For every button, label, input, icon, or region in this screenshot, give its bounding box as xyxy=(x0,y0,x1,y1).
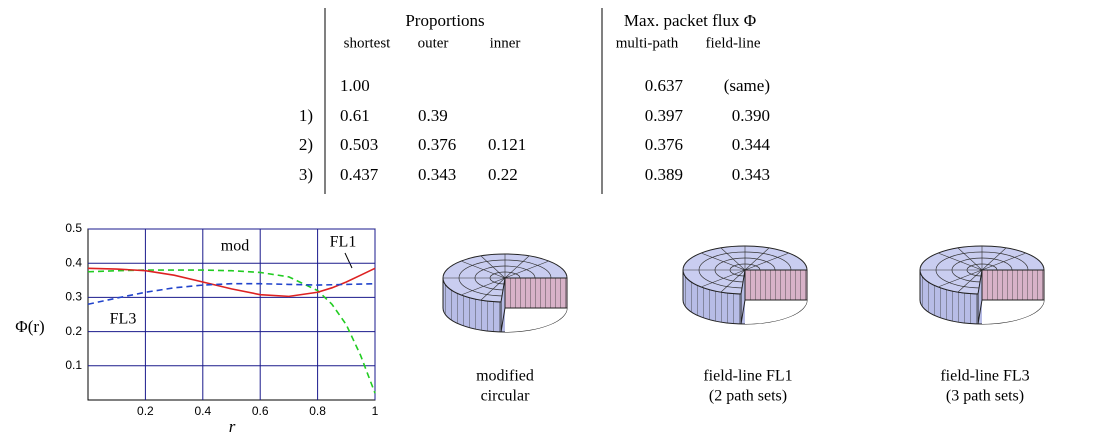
disc-fl3 xyxy=(920,246,1044,324)
x-tick-label: 0.8 xyxy=(309,404,326,418)
column-header: shortest xyxy=(344,35,391,51)
row-label: 2) xyxy=(299,135,313,154)
page: Proportions Max. packet flux Φ r Φ(r) sh… xyxy=(0,0,1098,435)
series-line xyxy=(88,284,375,305)
cell: 0.343 xyxy=(418,165,456,184)
row-label: 1) xyxy=(299,106,313,125)
cell: 0.637 xyxy=(645,76,684,95)
x-tick-label: 0.2 xyxy=(137,404,154,418)
row-label: 3) xyxy=(299,165,313,184)
series-line xyxy=(88,268,375,296)
column-header: inner xyxy=(490,35,521,51)
cell: 0.22 xyxy=(488,165,518,184)
y-tick-label: 0.4 xyxy=(65,255,82,269)
x-tick-label: 1 xyxy=(372,404,379,418)
figure-caption: modified xyxy=(476,368,534,385)
group-header: Max. packet flux Φ xyxy=(624,11,756,30)
cell: 0.344 xyxy=(732,135,771,154)
cell: 0.121 xyxy=(488,135,526,154)
y-axis-label: Φ(r) xyxy=(15,317,44,336)
y-tick-label: 0.3 xyxy=(65,290,82,304)
figure-caption: field-line FL1 xyxy=(703,368,792,385)
column-header: outer xyxy=(418,35,449,51)
cell: 0.389 xyxy=(645,165,683,184)
cell: 0.39 xyxy=(418,106,448,125)
cell: 0.61 xyxy=(340,106,370,125)
x-tick-label: 0.6 xyxy=(252,404,269,418)
x-axis-label: r xyxy=(229,417,236,435)
series-label: mod xyxy=(221,238,249,255)
figure-caption: (2 path sets) xyxy=(709,388,787,405)
series-label: FL1 xyxy=(330,234,357,251)
cell: 0.503 xyxy=(340,135,378,154)
cell: 0.390 xyxy=(732,106,770,125)
y-tick-label: 0.2 xyxy=(65,324,82,338)
figure-caption: (3 path sets) xyxy=(946,388,1024,405)
x-tick-label: 0.4 xyxy=(194,404,211,418)
annotation-pointer xyxy=(345,253,352,268)
series-label: FL3 xyxy=(110,311,137,328)
cell: 0.376 xyxy=(645,135,683,154)
disc-fl1 xyxy=(683,246,807,324)
disc-modified xyxy=(443,254,567,332)
cell: 0.437 xyxy=(340,165,379,184)
column-header: multi-path xyxy=(616,35,679,51)
y-tick-label: 0.5 xyxy=(65,221,82,235)
cell: 1.00 xyxy=(340,76,370,95)
figure-caption: field-line FL3 xyxy=(940,368,1029,385)
cell: 0.343 xyxy=(732,165,770,184)
cell: (same) xyxy=(724,76,770,95)
figure-caption: circular xyxy=(481,388,531,405)
cell: 0.397 xyxy=(645,106,684,125)
column-header: field-line xyxy=(706,35,761,51)
cell: 0.376 xyxy=(418,135,456,154)
group-header: Proportions xyxy=(405,11,484,30)
y-tick-label: 0.1 xyxy=(65,358,82,372)
